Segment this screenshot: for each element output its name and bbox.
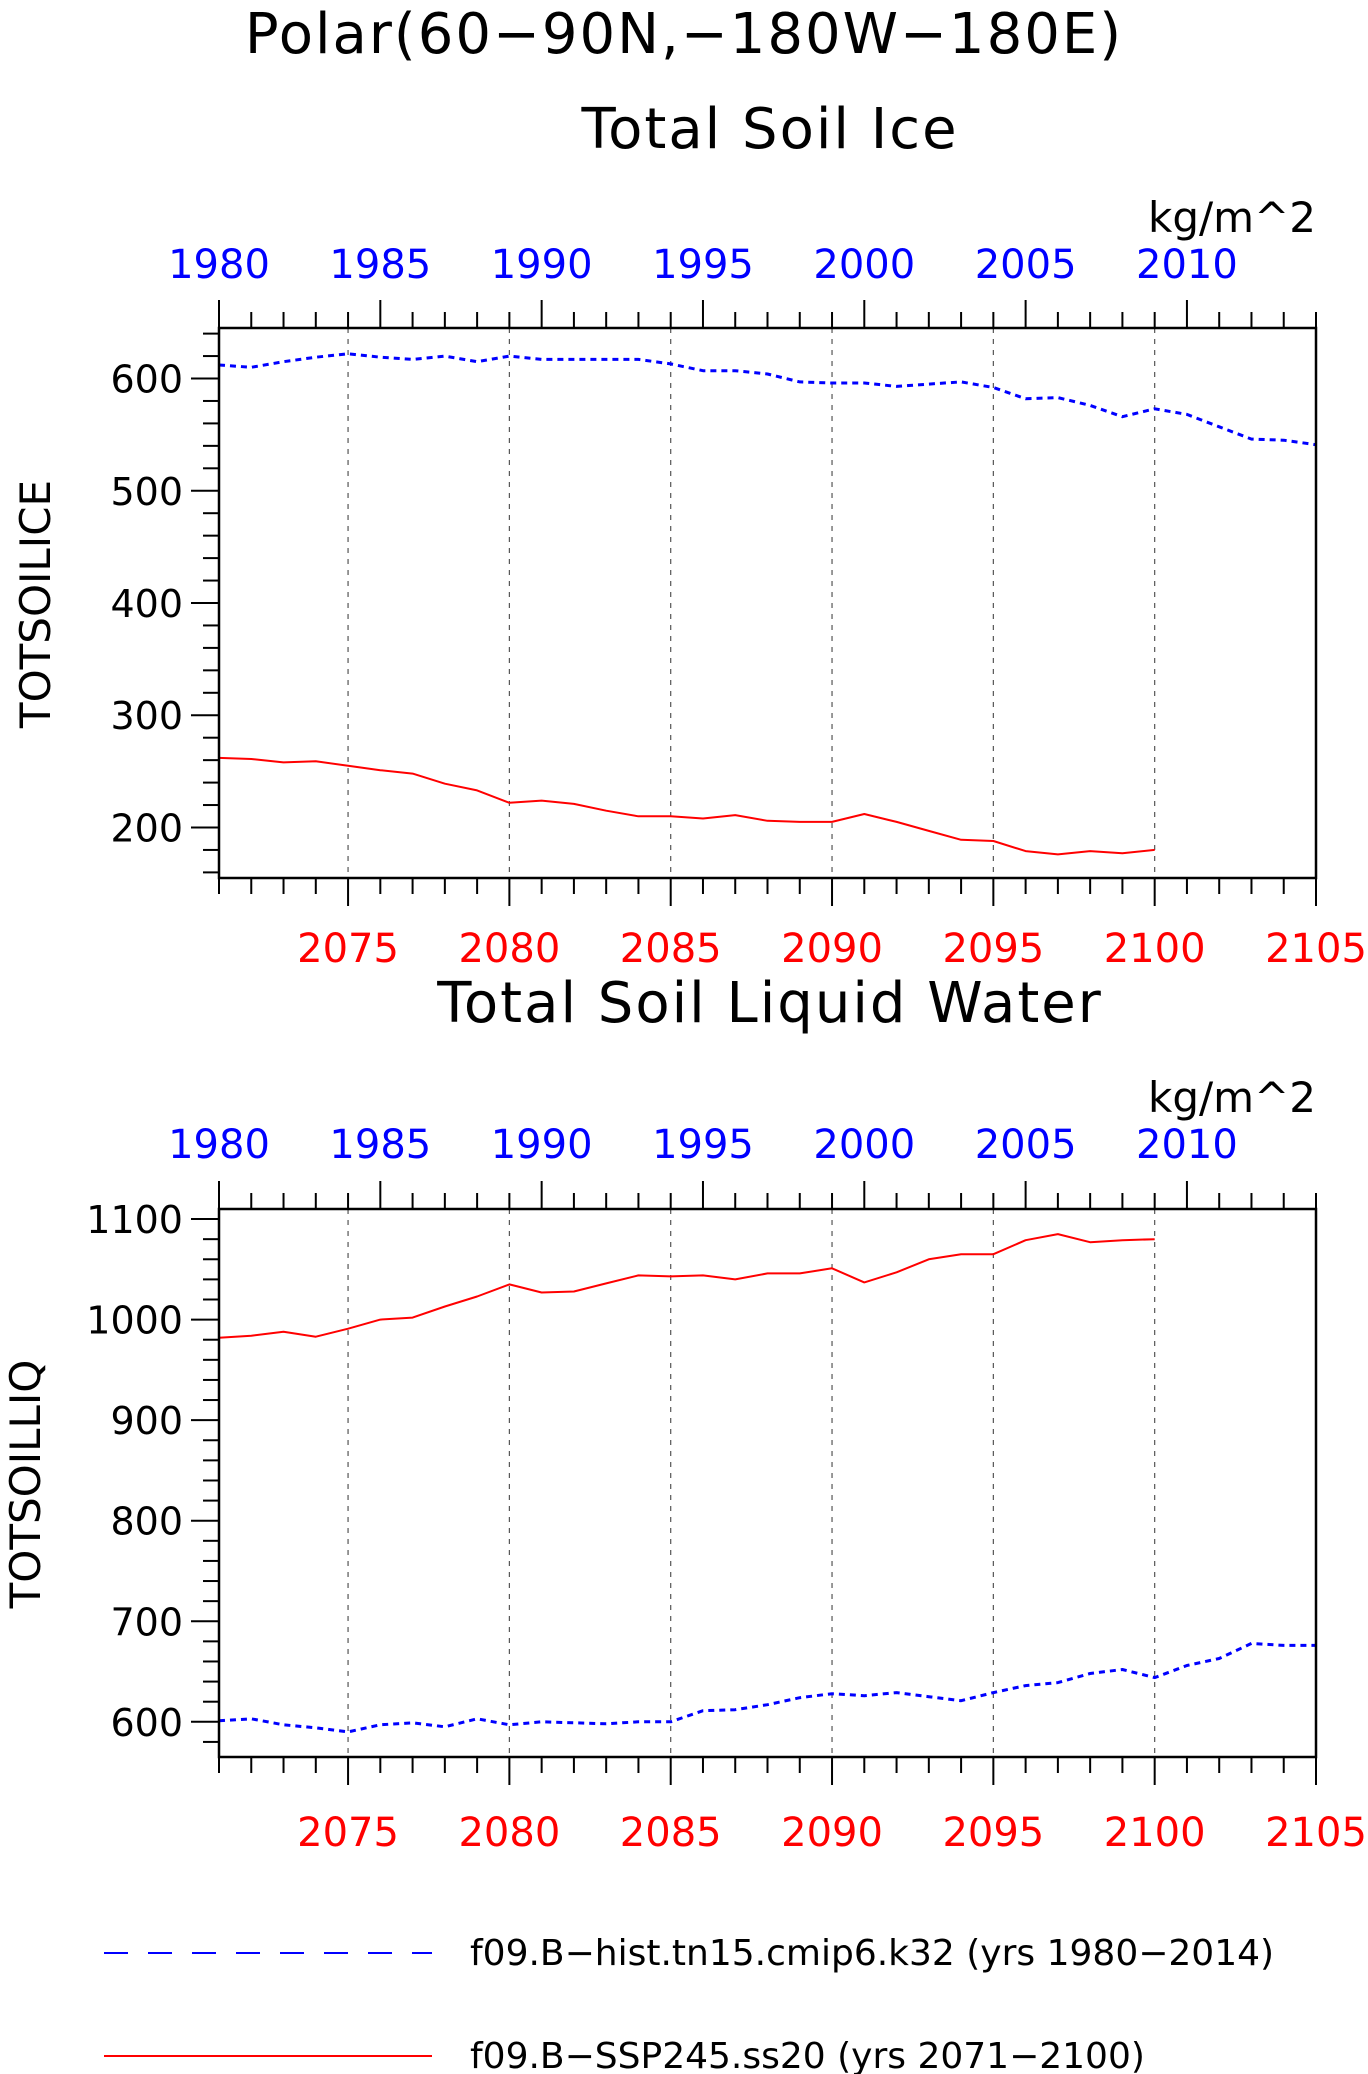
y-tick-label: 400 <box>110 582 183 626</box>
y-tick-label: 500 <box>110 470 183 514</box>
series-line-hist <box>218 352 1317 447</box>
panel-title-1: Total Soil Ice <box>580 97 958 162</box>
top-tick-label: 2000 <box>813 242 915 288</box>
top-tick-label: 2010 <box>1136 242 1238 288</box>
bottom-tick-label: 2095 <box>942 1810 1044 1856</box>
y-tick-label: 200 <box>110 806 183 850</box>
bottom-tick-label: 2090 <box>781 1810 883 1856</box>
bottom-tick-label: 2085 <box>620 1810 722 1856</box>
y-tick-label: 700 <box>110 1600 183 1644</box>
top-tick-label: 1990 <box>491 242 593 288</box>
bottom-tick-label: 2095 <box>942 926 1044 972</box>
series-line-ssp245 <box>218 1233 1155 1339</box>
top-tick-label: 1990 <box>491 1122 593 1168</box>
top-tick-label: 1980 <box>168 1122 270 1168</box>
top-tick-label: 2010 <box>1136 1122 1238 1168</box>
y-tick-label: 300 <box>110 694 183 738</box>
plot-frame <box>217 326 1318 880</box>
bottom-tick-label: 2105 <box>1265 926 1367 972</box>
units-label-1: kg/m^2 <box>1148 193 1316 242</box>
bottom-tick-label: 2100 <box>1104 926 1206 972</box>
figure-title: Polar(60−90N,−180W−180E) <box>244 2 1124 67</box>
top-tick-label: 2000 <box>813 1122 915 1168</box>
bottom-tick-label: 2075 <box>297 1810 399 1856</box>
top-tick-label: 2005 <box>975 242 1077 288</box>
y-tick-label: 600 <box>110 358 183 402</box>
y-tick-label: 1100 <box>86 1198 183 1242</box>
top-tick-label: 1985 <box>329 242 431 288</box>
series-line-hist <box>218 1641 1316 1734</box>
y-tick-label: 1000 <box>86 1299 183 1343</box>
bottom-tick-label: 2075 <box>297 926 399 972</box>
plot-frame <box>217 1207 1318 1759</box>
bottom-tick-label: 2080 <box>458 1810 560 1856</box>
top-tick-label: 1995 <box>652 242 754 288</box>
top-tick-label: 1980 <box>168 242 270 288</box>
bottom-tick-label: 2105 <box>1265 1810 1367 1856</box>
y-axis-label-2: TOTSOILLIQ <box>1 1360 50 1610</box>
y-tick-label: 800 <box>110 1500 183 1544</box>
y-tick-label: 900 <box>110 1399 183 1443</box>
legend-label-2: f09.B−SSP245.ss20 (yrs 2071−2100) <box>470 2036 1145 2074</box>
units-label-2: kg/m^2 <box>1148 1073 1316 1122</box>
top-tick-label: 1985 <box>329 1122 431 1168</box>
bottom-tick-label: 2080 <box>458 926 560 972</box>
top-tick-label: 1995 <box>652 1122 754 1168</box>
bottom-tick-label: 2090 <box>781 926 883 972</box>
legend-label-1: f09.B−hist.tn15.cmip6.k32 (yrs 1980−2014… <box>470 1933 1274 1974</box>
bottom-tick-label: 2100 <box>1104 1810 1206 1856</box>
panel-title-2: Total Soil Liquid Water <box>436 971 1103 1036</box>
y-tick-label: 600 <box>110 1701 183 1745</box>
top-tick-label: 2005 <box>975 1122 1077 1168</box>
series-line-ssp245 <box>218 756 1155 856</box>
y-axis-label-1: TOTSOILICE <box>11 480 60 729</box>
bottom-tick-label: 2085 <box>620 926 722 972</box>
